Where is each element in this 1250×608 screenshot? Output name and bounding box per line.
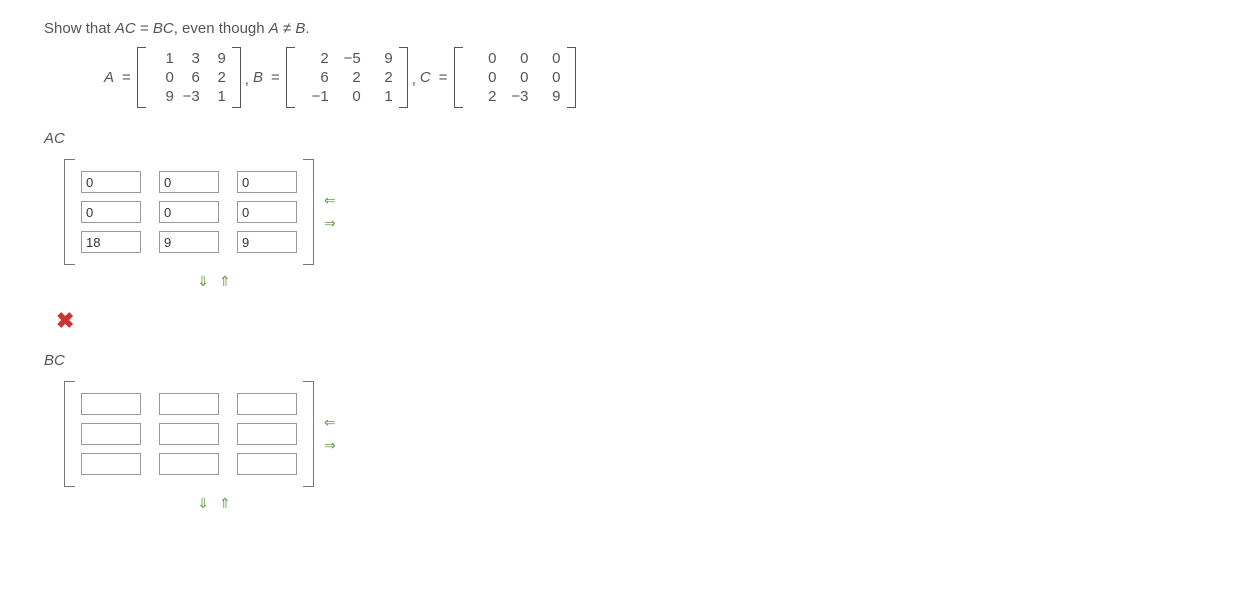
add-row-icon[interactable]: ⇓ [197,273,209,290]
matrix-cell: 0 [531,68,563,87]
ac-cell-input[interactable] [159,201,219,223]
matrix-cell: 1 [150,49,176,68]
remove-column-icon[interactable]: ⇐ [324,414,336,431]
label-c: C [420,69,431,86]
matrix-cell: 9 [150,87,176,106]
add-column-icon[interactable]: ⇒ [324,437,336,454]
label-b: B [253,69,263,86]
matrix-cell: 2 [363,68,395,87]
matrix-cell: 0 [467,49,499,68]
matrix-cell: −5 [331,49,363,68]
bc-row-controls: ⇓ ⇑ [64,495,364,512]
matrix-cell: −1 [299,87,331,106]
remove-row-icon[interactable]: ⇑ [219,495,231,512]
matrix-cell: −3 [499,87,531,106]
bc-cell-input[interactable] [81,453,141,475]
prompt-post: . [305,20,309,37]
ac-cell-input[interactable] [237,231,297,253]
matrix-cell: −3 [176,87,202,106]
matrix-cell: 9 [202,49,228,68]
bc-input-matrix [64,381,314,487]
ac-cell-input[interactable] [237,171,297,193]
matrix-cell: 3 [176,49,202,68]
bc-cell-input[interactable] [81,393,141,415]
ac-input-matrix [64,159,314,265]
matrix-cell: 0 [467,68,499,87]
remove-column-icon[interactable]: ⇐ [324,192,336,209]
matrix-cell: 9 [531,87,563,106]
matrix-cell: 2 [467,87,499,106]
prompt: Show that AC = BC, even though A ≠ B. [44,20,1206,37]
matrix-cell: 2 [299,49,331,68]
prompt-pre: Show that [44,20,115,37]
prompt-ac: AC [115,20,136,37]
matrix-c: 0000002−39 [454,47,576,108]
add-column-icon[interactable]: ⇒ [324,215,336,232]
ac-cell-input[interactable] [159,231,219,253]
matrix-cell: 0 [499,68,531,87]
bc-cell-input[interactable] [237,393,297,415]
section-bc-label: BC [44,352,1206,369]
prompt-mid1: = [136,20,153,37]
incorrect-icon: ✖ [56,308,1206,334]
matrix-cell: 1 [202,87,228,106]
prompt-bc: BC [153,20,174,37]
matrix-b: 2−59622−101 [286,47,408,108]
matrix-a: 1390629−31 [137,47,241,108]
comma-1: , [245,71,249,108]
matrix-cell: 0 [331,87,363,106]
bc-cell-input[interactable] [159,393,219,415]
add-row-icon[interactable]: ⇓ [197,495,209,512]
prompt-a: A [269,20,279,37]
matrix-cell: 1 [363,87,395,106]
equals-a: = [122,69,131,86]
equals-c: = [439,69,448,86]
matrix-cell: 6 [176,68,202,87]
matrix-cell: 9 [363,49,395,68]
matrices-definition: A = 1390629−31 , B = 2−59622−101 , C = 0… [104,47,1206,108]
ac-cell-input[interactable] [81,201,141,223]
comma-2: , [412,71,416,108]
matrix-cell: 0 [499,49,531,68]
matrix-cell: 0 [150,68,176,87]
bc-cell-input[interactable] [237,453,297,475]
ac-column-controls: ⇐ ⇒ [324,192,336,232]
matrix-cell: 2 [202,68,228,87]
ac-cell-input[interactable] [159,171,219,193]
prompt-neq: ≠ [279,20,296,37]
remove-row-icon[interactable]: ⇑ [219,273,231,290]
bc-cell-input[interactable] [81,423,141,445]
label-a: A [104,69,114,86]
prompt-b: B [295,20,305,37]
ac-cell-input[interactable] [81,231,141,253]
matrix-cell: 6 [299,68,331,87]
bc-cell-input[interactable] [159,423,219,445]
prompt-mid2: , even though [174,20,269,37]
bc-cell-input[interactable] [237,423,297,445]
bc-column-controls: ⇐ ⇒ [324,414,336,454]
section-ac-label: AC [44,130,1206,147]
equals-b: = [271,69,280,86]
bc-cell-input[interactable] [159,453,219,475]
ac-row-controls: ⇓ ⇑ [64,273,364,290]
matrix-cell: 2 [331,68,363,87]
ac-cell-input[interactable] [237,201,297,223]
ac-cell-input[interactable] [81,171,141,193]
matrix-cell: 0 [531,49,563,68]
